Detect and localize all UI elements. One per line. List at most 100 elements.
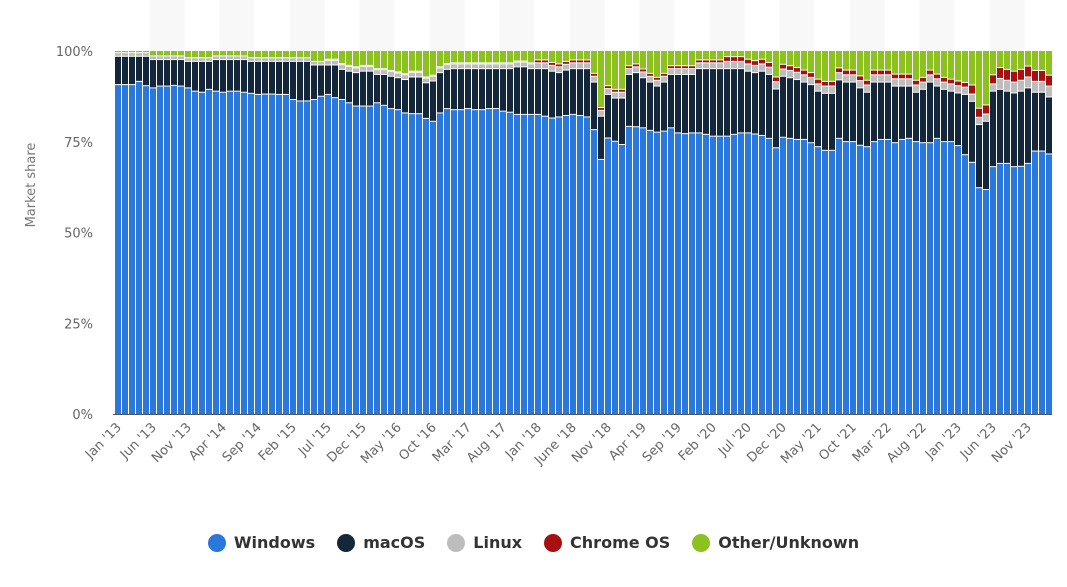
bar-linux[interactable] xyxy=(962,87,968,94)
bar-linux[interactable] xyxy=(787,70,793,78)
bar-other-unknown[interactable] xyxy=(920,51,926,77)
bar-macos[interactable] xyxy=(752,73,758,134)
bar-windows[interactable] xyxy=(927,143,933,414)
bar-other-unknown[interactable] xyxy=(976,51,982,108)
bar-linux[interactable] xyxy=(430,76,436,81)
bar-linux[interactable] xyxy=(206,58,212,61)
bar-other-unknown[interactable] xyxy=(787,51,793,66)
bar-other-unknown[interactable] xyxy=(374,51,380,69)
bar-macos[interactable] xyxy=(661,82,667,131)
bar-other-unknown[interactable] xyxy=(339,51,345,64)
bar-other-unknown[interactable] xyxy=(703,51,709,60)
bar-other-unknown[interactable] xyxy=(402,51,408,74)
bar-other-unknown[interactable] xyxy=(556,51,562,64)
bar-chrome-os[interactable] xyxy=(731,57,737,61)
bar-windows[interactable] xyxy=(675,133,681,414)
bar-other-unknown[interactable] xyxy=(409,51,415,71)
bar-macos[interactable] xyxy=(1046,97,1052,154)
bar-linux[interactable] xyxy=(311,61,317,65)
bar-windows[interactable] xyxy=(962,155,968,414)
bar-windows[interactable] xyxy=(409,114,415,415)
bar-macos[interactable] xyxy=(738,69,744,133)
bar-other-unknown[interactable] xyxy=(206,51,212,58)
bar-chrome-os[interactable] xyxy=(962,82,968,87)
bar-macos[interactable] xyxy=(941,89,947,142)
bar-windows[interactable] xyxy=(696,133,702,414)
bar-chrome-os[interactable] xyxy=(661,73,667,76)
bar-other-unknown[interactable] xyxy=(444,51,450,64)
bar-macos[interactable] xyxy=(626,74,632,126)
bar-macos[interactable] xyxy=(311,65,317,100)
bar-linux[interactable] xyxy=(696,63,702,69)
bar-windows[interactable] xyxy=(661,131,667,414)
bar-linux[interactable] xyxy=(598,110,604,116)
bar-macos[interactable] xyxy=(241,60,247,92)
bar-other-unknown[interactable] xyxy=(227,51,233,56)
bar-other-unknown[interactable] xyxy=(1018,51,1024,69)
bar-linux[interactable] xyxy=(710,63,716,69)
bar-macos[interactable] xyxy=(374,74,380,103)
bar-macos[interactable] xyxy=(388,76,394,109)
bar-windows[interactable] xyxy=(570,114,576,414)
bar-windows[interactable] xyxy=(920,143,926,414)
bar-chrome-os[interactable] xyxy=(815,79,821,84)
bar-other-unknown[interactable] xyxy=(493,51,499,63)
bar-macos[interactable] xyxy=(549,71,555,118)
bar-other-unknown[interactable] xyxy=(472,51,478,63)
bar-windows[interactable] xyxy=(451,110,457,414)
bar-windows[interactable] xyxy=(640,128,646,414)
bar-windows[interactable] xyxy=(801,139,807,414)
bar-windows[interactable] xyxy=(136,81,142,414)
bar-chrome-os[interactable] xyxy=(591,73,597,76)
bar-other-unknown[interactable] xyxy=(969,51,975,85)
bar-other-unknown[interactable] xyxy=(801,51,807,70)
bar-other-unknown[interactable] xyxy=(535,51,541,60)
bar-other-unknown[interactable] xyxy=(353,51,359,67)
bar-other-unknown[interactable] xyxy=(766,51,772,62)
bar-linux[interactable] xyxy=(941,82,947,89)
bar-windows[interactable] xyxy=(969,162,975,414)
bar-other-unknown[interactable] xyxy=(675,51,681,66)
bar-other-unknown[interactable] xyxy=(633,51,639,64)
bar-chrome-os[interactable] xyxy=(766,62,772,67)
bar-windows[interactable] xyxy=(318,96,324,414)
bar-other-unknown[interactable] xyxy=(276,51,282,58)
bar-windows[interactable] xyxy=(563,115,569,415)
bar-linux[interactable] xyxy=(1004,80,1010,91)
bar-linux[interactable] xyxy=(815,84,821,91)
bar-chrome-os[interactable] xyxy=(843,70,849,75)
bar-windows[interactable] xyxy=(822,150,828,414)
legend-item-macos[interactable]: macOS xyxy=(337,533,425,552)
bar-windows[interactable] xyxy=(934,138,940,414)
bar-linux[interactable] xyxy=(661,76,667,82)
bar-linux[interactable] xyxy=(185,58,191,61)
bar-macos[interactable] xyxy=(339,69,345,100)
bar-chrome-os[interactable] xyxy=(577,60,583,63)
bar-windows[interactable] xyxy=(241,92,247,415)
bar-windows[interactable] xyxy=(668,128,674,414)
bar-linux[interactable] xyxy=(437,68,443,73)
bar-other-unknown[interactable] xyxy=(269,51,275,58)
bar-windows[interactable] xyxy=(227,91,233,414)
bar-windows[interactable] xyxy=(213,91,219,414)
bar-chrome-os[interactable] xyxy=(885,70,891,75)
bar-linux[interactable] xyxy=(276,58,282,61)
bar-linux[interactable] xyxy=(388,72,394,76)
bar-chrome-os[interactable] xyxy=(689,66,695,69)
bar-macos[interactable] xyxy=(976,125,982,188)
bar-other-unknown[interactable] xyxy=(990,51,996,75)
bar-macos[interactable] xyxy=(514,67,520,114)
bar-windows[interactable] xyxy=(885,139,891,414)
bar-linux[interactable] xyxy=(738,61,744,69)
bar-linux[interactable] xyxy=(199,58,205,61)
bar-windows[interactable] xyxy=(836,138,842,414)
bar-macos[interactable] xyxy=(458,69,464,110)
bar-linux[interactable] xyxy=(927,75,933,82)
legend-item-other-unknown[interactable]: Other/Unknown xyxy=(692,533,859,552)
bar-other-unknown[interactable] xyxy=(311,51,317,61)
bar-chrome-os[interactable] xyxy=(850,70,856,75)
bar-other-unknown[interactable] xyxy=(780,51,786,64)
bar-macos[interactable] xyxy=(990,91,996,167)
bar-windows[interactable] xyxy=(493,109,499,414)
bar-macos[interactable] xyxy=(843,82,849,142)
